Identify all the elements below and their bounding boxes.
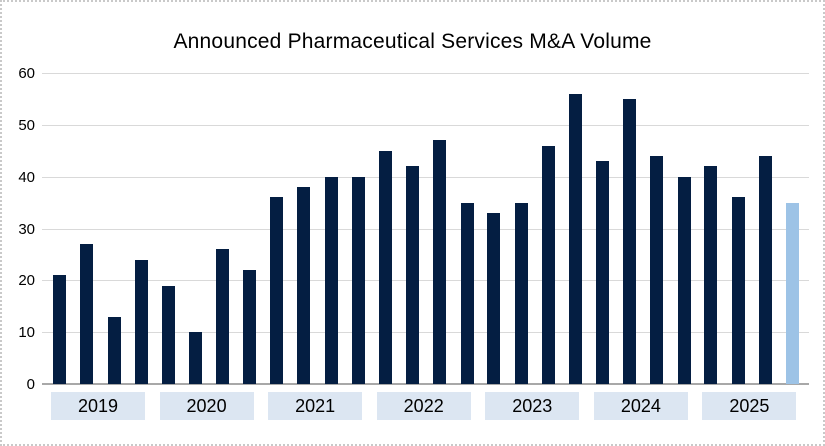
x-axis-year-label-2023: 2023 xyxy=(485,392,580,420)
bar-2020-q3 xyxy=(216,249,230,384)
bar-2022-q3 xyxy=(433,140,447,384)
bar-2021-q3 xyxy=(324,176,338,384)
gridline-60 xyxy=(42,73,809,74)
bar-2022-q2 xyxy=(406,166,419,384)
gridline-30 xyxy=(42,228,809,230)
bar-2021-q4 xyxy=(352,176,366,384)
y-axis-tick-label-30: 30 xyxy=(18,220,35,238)
x-axis-year-label-2024: 2024 xyxy=(593,392,688,420)
bar-2023-q3 xyxy=(541,145,555,384)
bar-2021-q2 xyxy=(297,187,311,384)
bar-2023-q1 xyxy=(487,212,501,384)
x-axis-year-label-2019: 2019 xyxy=(51,392,145,420)
x-axis-year-label-2021: 2021 xyxy=(268,392,363,420)
bar-2025-q1 xyxy=(704,166,718,384)
x-axis-year-label-2025: 2025 xyxy=(702,392,797,420)
gridline-40 xyxy=(42,176,809,178)
y-axis-tick-label-20: 20 xyxy=(18,272,35,290)
y-axis-tick-label-10: 10 xyxy=(18,324,35,342)
y-axis-tick-label-50: 50 xyxy=(18,116,35,134)
bar-2022-q4 xyxy=(460,202,474,384)
bar-2025-q3 xyxy=(759,155,773,384)
bar-2019-q3 xyxy=(107,316,121,384)
bar-2019-q4 xyxy=(134,259,148,384)
x-axis-year-label-2020: 2020 xyxy=(159,392,254,420)
bar-2021-q1 xyxy=(270,197,284,384)
bar-2025-q2 xyxy=(731,197,745,384)
bar-2019-q1 xyxy=(53,275,66,384)
y-axis-tick-label-60: 60 xyxy=(18,65,35,82)
bar-2023-q2 xyxy=(514,202,528,384)
chart-title: Announced Pharmaceutical Services M&A Vo… xyxy=(173,30,652,53)
x-axis-year-label-2022: 2022 xyxy=(376,392,471,420)
x-axis-line xyxy=(42,383,809,385)
bar-2024-q4 xyxy=(677,176,691,384)
bar-2023-q4 xyxy=(569,93,583,384)
gridline-50 xyxy=(42,124,809,126)
bar-2022-q1 xyxy=(378,150,392,384)
bar-2020-q1 xyxy=(161,285,175,384)
gridline-20 xyxy=(42,280,809,282)
y-axis-tick-label-40: 40 xyxy=(18,168,35,186)
bar-2020-q2 xyxy=(188,332,202,384)
bar-2024-q3 xyxy=(650,155,664,384)
bar-2024-q2 xyxy=(623,98,637,384)
y-axis-tick-label-0: 0 xyxy=(26,376,35,393)
gridline-10 xyxy=(42,332,809,334)
bar-2020-q4 xyxy=(243,269,257,384)
bar-2019-q2 xyxy=(80,244,94,384)
bar-2025-q4 xyxy=(786,202,800,384)
bar-2024-q1 xyxy=(595,161,609,384)
